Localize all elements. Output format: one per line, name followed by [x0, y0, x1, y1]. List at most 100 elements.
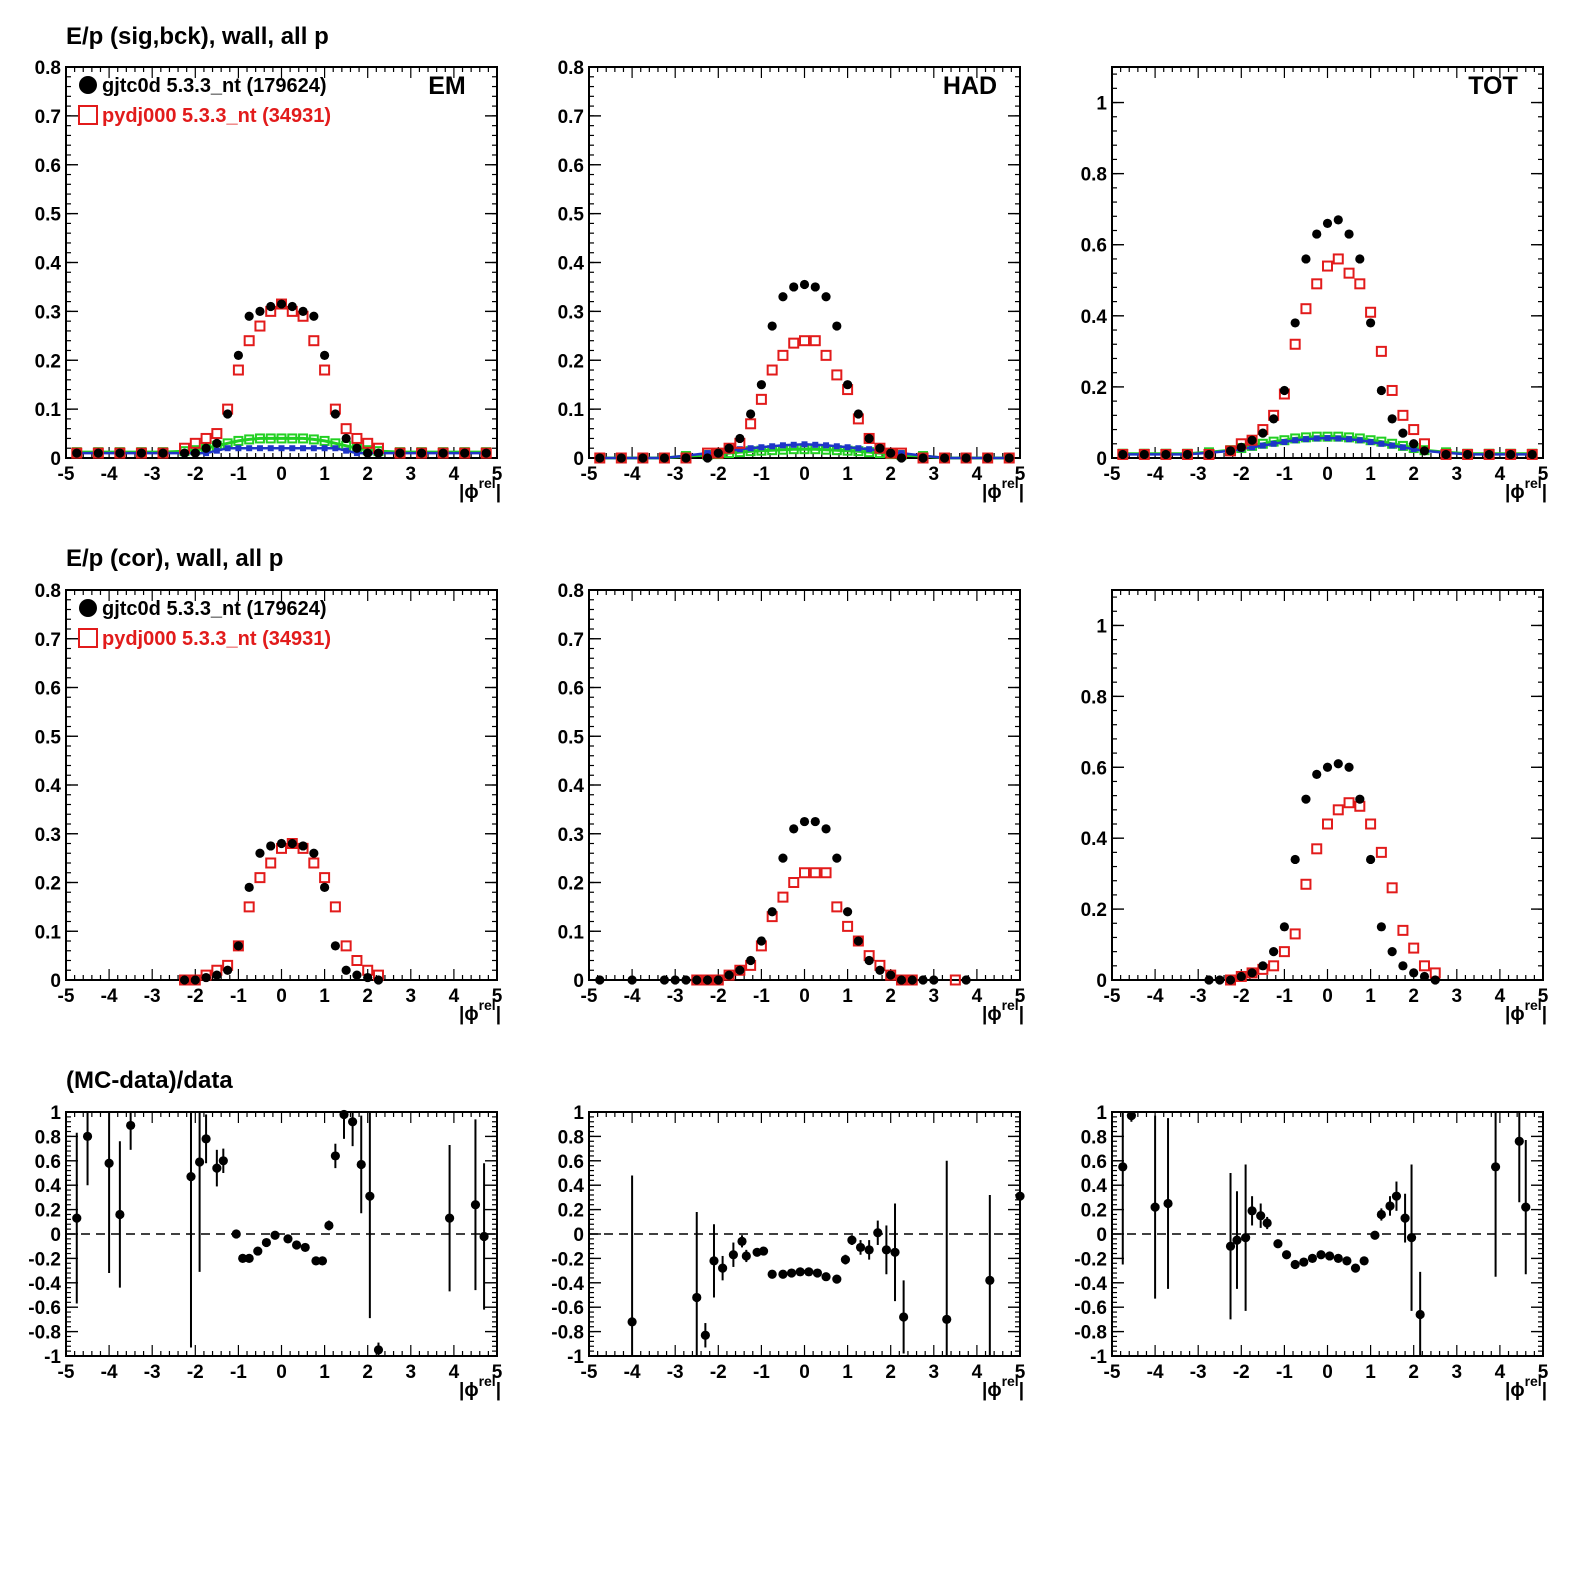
bkg-data-point [1346, 436, 1353, 443]
mc-point [820, 867, 832, 879]
mc-point [1311, 843, 1323, 855]
data-point [1527, 449, 1537, 460]
bkg-data-point [300, 445, 307, 452]
data-point [864, 955, 874, 966]
data-point [756, 936, 767, 946]
y-tick-label: 0.2 [1081, 378, 1107, 399]
y-tick-label: -0.6 [1074, 1298, 1107, 1319]
mc-point [1365, 306, 1377, 318]
data-point [778, 292, 788, 302]
y-tick-label: 0 [1096, 449, 1107, 470]
panel-em-row3: -5 -4 -3 -2 -1 0 1 2 3 4 5 -1 -0.8 -0.6 -0.4 -0.2 0 0.2 0.… [28, 1103, 502, 1401]
data-point [1462, 449, 1473, 460]
y-tick-label: 0.7 [558, 107, 584, 128]
data-point [363, 448, 373, 458]
data-point [659, 453, 670, 463]
data-point [233, 350, 243, 360]
panel-had-row1: -5 -4 -3 -2 -1 0 1 2 3 4 5 0 0.1 0.2 0.3 0.4 0.5 0.6 0.7 0.… [558, 58, 1026, 503]
bkg-data-point [704, 450, 711, 457]
data-point [1484, 449, 1494, 460]
bkg-data-point [736, 446, 743, 453]
data-point [1322, 218, 1333, 228]
data-point [789, 824, 799, 834]
ratio-point [728, 1250, 738, 1260]
mc-point [1322, 260, 1333, 272]
y-tick-label: 0.6 [35, 1152, 61, 1173]
data-point [896, 975, 907, 985]
x-tick-label: 4 [449, 1362, 460, 1383]
data-point [320, 882, 330, 892]
data-point [373, 975, 384, 985]
data-point [460, 448, 470, 458]
bkg-data-point [769, 443, 776, 450]
y-tick-label: 1 [573, 1103, 584, 1124]
y-tick-label: 0.6 [35, 156, 61, 177]
ratio-point [311, 1256, 321, 1266]
data-point [853, 936, 863, 946]
y-tick-label: -0.6 [28, 1298, 61, 1319]
x-tick-label: -4 [101, 1362, 118, 1383]
ratio-point [767, 1269, 777, 1279]
ratio-point [1015, 1191, 1025, 1201]
bkg-mc-point [233, 435, 244, 446]
x-tick-label: -1 [753, 464, 770, 485]
bkg-mc-point [254, 433, 265, 444]
mc-point [1408, 942, 1420, 954]
data-point [276, 299, 287, 309]
data-point [1430, 975, 1440, 985]
bkg-data-point [278, 445, 285, 452]
data-point [713, 448, 723, 458]
y-tick-label: 0.1 [558, 400, 585, 421]
panel-had-row3: -5 -4 -3 -2 -1 0 1 2 3 4 5 -1 -0.8 -0.6 -0.4 -0.2 0 0.2 0.… [551, 1103, 1025, 1401]
x-tick-label: 0 [1322, 1362, 1333, 1383]
mc-point [1386, 384, 1398, 396]
bkg-data-point [1249, 444, 1256, 451]
y-tick-label: 0.6 [1081, 1152, 1107, 1173]
data-point [1225, 446, 1236, 456]
x-tick-label: -4 [624, 464, 641, 485]
mc-point [799, 335, 810, 347]
y-tick-label: -0.8 [1074, 1323, 1107, 1344]
data-point [223, 965, 233, 975]
y-tick-label: 0.4 [558, 254, 585, 275]
bkg-data-point [898, 450, 905, 457]
y-tick-label: 0.3 [558, 825, 584, 846]
x-axis-label: |ϕrel| [1505, 1373, 1547, 1401]
x-tick-label: 5 [1538, 1362, 1549, 1383]
x-tick-label: -2 [710, 464, 727, 485]
ratio-point [373, 1345, 384, 1355]
mc-point [254, 872, 266, 884]
ratio-point [104, 1158, 114, 1168]
bkg-mc-point [319, 435, 330, 446]
x-tick-label: -2 [1233, 986, 1250, 1007]
x-tick-label: 3 [406, 986, 417, 1007]
bkg-band-bck_mc [599, 447, 1010, 460]
ratio-point [261, 1237, 272, 1248]
ratio-point [840, 1255, 851, 1265]
x-tick-label: 3 [1452, 986, 1463, 1007]
bkg-data-point [747, 445, 754, 452]
data-point [330, 941, 340, 951]
data-point [843, 380, 853, 390]
data-point [201, 972, 211, 983]
data-point [713, 975, 723, 985]
bkg-data-point [779, 442, 786, 449]
data-point [1236, 971, 1246, 982]
data-point [638, 453, 648, 463]
mc-point [788, 877, 800, 888]
y-tick-label: 0.8 [1081, 1127, 1107, 1148]
y-tick-label: 0.2 [1081, 1201, 1107, 1222]
data-point [1204, 449, 1214, 460]
ratio-point [1232, 1235, 1242, 1245]
bkg-data-point [833, 443, 840, 450]
y-tick-label: 0.3 [35, 302, 61, 323]
mc-point [949, 974, 961, 986]
data-point [1269, 947, 1279, 957]
data-point [1279, 922, 1289, 932]
y-tick-label: -0.8 [551, 1323, 584, 1344]
x-tick-label: -1 [1276, 464, 1293, 485]
data-point [1376, 922, 1386, 932]
bkg-data-point [855, 445, 862, 452]
data-point [1387, 414, 1397, 424]
